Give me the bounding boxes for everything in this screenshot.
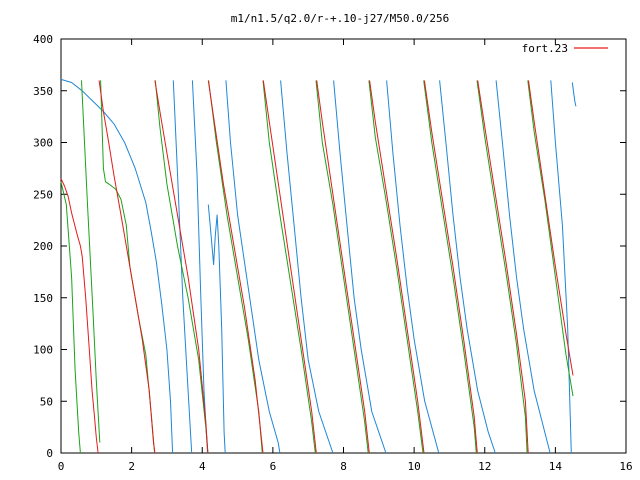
y-tick-label: 0 bbox=[46, 447, 53, 460]
x-tick-label: 4 bbox=[199, 460, 206, 473]
x-tick-label: 10 bbox=[408, 460, 421, 473]
series-line-blue bbox=[60, 78, 577, 454]
y-tick-label: 50 bbox=[40, 395, 53, 408]
x-tick-label: 6 bbox=[270, 460, 277, 473]
x-tick-label: 0 bbox=[58, 460, 65, 473]
y-tick-label: 200 bbox=[33, 240, 53, 253]
plot-area bbox=[60, 78, 577, 454]
x-tick-label: 14 bbox=[549, 460, 563, 473]
series-line-fort-23 bbox=[60, 80, 574, 454]
y-tick-label: 150 bbox=[33, 292, 53, 305]
x-tick-label: 12 bbox=[478, 460, 491, 473]
legend-label-fort-23: fort.23 bbox=[522, 42, 568, 55]
y-tick-label: 100 bbox=[33, 344, 53, 357]
series-line-green bbox=[60, 80, 574, 454]
x-tick-label: 2 bbox=[128, 460, 135, 473]
chart-title: m1/n1.5/q2.0/r-+.10-j27/M50.0/256 bbox=[231, 12, 450, 25]
y-tick-label: 350 bbox=[33, 85, 53, 98]
x-tick-label: 16 bbox=[619, 460, 632, 473]
x-axis: 0 2 4 6 8 10 12 14 16 bbox=[58, 39, 633, 473]
x-tick-label: 8 bbox=[340, 460, 347, 473]
y-tick-label: 400 bbox=[33, 33, 53, 46]
plot-frame bbox=[60, 38, 627, 454]
y-tick-label: 300 bbox=[33, 137, 53, 150]
y-axis: 0 50 100 150 200 250 300 350 400 bbox=[33, 33, 626, 460]
legend: fort.23 bbox=[522, 42, 608, 55]
y-tick-label: 250 bbox=[33, 188, 53, 201]
